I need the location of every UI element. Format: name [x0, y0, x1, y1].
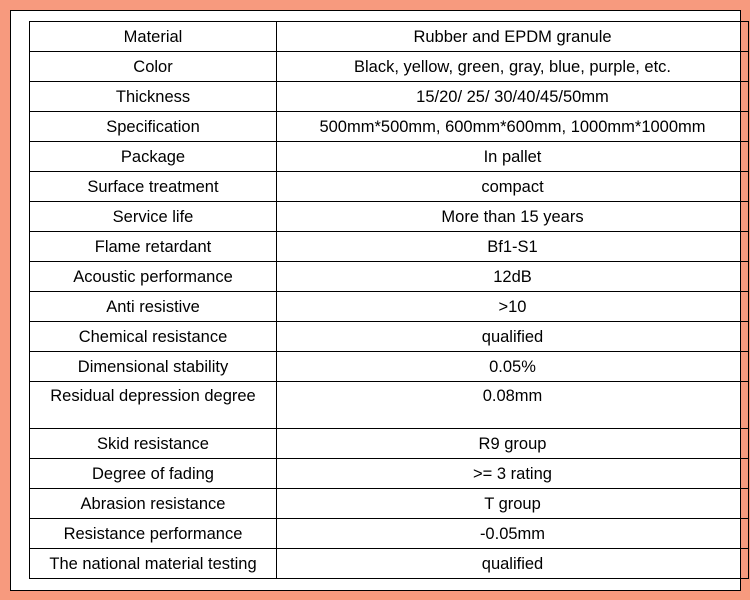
- table-row: Package In pallet: [29, 141, 749, 172]
- table-row: Degree of fading >= 3 rating: [29, 458, 749, 489]
- row-value: Bf1-S1: [276, 231, 749, 262]
- table-row: Dimensional stability 0.05%: [29, 351, 749, 382]
- table-row: Acoustic performance 12dB: [29, 261, 749, 292]
- row-label: Package: [29, 141, 277, 172]
- row-value: 15/20/ 25/ 30/40/45/50mm: [276, 81, 749, 112]
- row-label: Degree of fading: [29, 458, 277, 489]
- row-label: Surface treatment: [29, 171, 277, 202]
- table-row: Abrasion resistance T group: [29, 488, 749, 519]
- row-value: More than 15 years: [276, 201, 749, 232]
- row-label: The national material testing: [29, 548, 277, 579]
- row-value: >10: [276, 291, 749, 322]
- row-label: Anti resistive: [29, 291, 277, 322]
- table-row: Anti resistive >10: [29, 291, 749, 322]
- row-value: 12dB: [276, 261, 749, 292]
- table-row: Service life More than 15 years: [29, 201, 749, 232]
- table-row: Thickness 15/20/ 25/ 30/40/45/50mm: [29, 81, 749, 112]
- row-value: qualified: [276, 321, 749, 352]
- spec-table-body: Material Rubber and EPDM granule Color B…: [29, 21, 749, 579]
- row-value: 0.05%: [276, 351, 749, 382]
- row-value: R9 group: [276, 428, 749, 459]
- row-label: Specification: [29, 111, 277, 142]
- row-label: Thickness: [29, 81, 277, 112]
- row-value: >= 3 rating: [276, 458, 749, 489]
- row-label: Dimensional stability: [29, 351, 277, 382]
- row-value: T group: [276, 488, 749, 519]
- row-label: Color: [29, 51, 277, 82]
- row-value: 500mm*500mm, 600mm*600mm, 1000mm*1000mm: [276, 111, 749, 142]
- spec-sheet: Material Rubber and EPDM granule Color B…: [10, 10, 749, 591]
- row-label: Chemical resistance: [29, 321, 277, 352]
- table-row: Flame retardant Bf1-S1: [29, 231, 749, 262]
- row-label: Abrasion resistance: [29, 488, 277, 519]
- table-row: Residual depression degree 0.08mm: [29, 381, 749, 429]
- table-row: Surface treatment compact: [29, 171, 749, 202]
- row-label: Resistance performance: [29, 518, 277, 549]
- table-row: The national material testing qualified: [29, 548, 749, 579]
- row-value: -0.05mm: [276, 518, 749, 549]
- row-label: Material: [29, 21, 277, 52]
- row-value: 0.08mm: [276, 381, 749, 429]
- row-value: compact: [276, 171, 749, 202]
- spec-table: Material Rubber and EPDM granule Color B…: [29, 21, 749, 579]
- table-row: Specification 500mm*500mm, 600mm*600mm, …: [29, 111, 749, 142]
- table-row: Material Rubber and EPDM granule: [29, 21, 749, 52]
- row-label: Residual depression degree: [29, 381, 277, 429]
- row-value: Rubber and EPDM granule: [276, 21, 749, 52]
- row-label: Skid resistance: [29, 428, 277, 459]
- row-value: In pallet: [276, 141, 749, 172]
- table-row: Color Black, yellow, green, gray, blue, …: [29, 51, 749, 82]
- row-label: Flame retardant: [29, 231, 277, 262]
- row-label: Acoustic performance: [29, 261, 277, 292]
- row-value: Black, yellow, green, gray, blue, purple…: [276, 51, 749, 82]
- table-row: Chemical resistance qualified: [29, 321, 749, 352]
- table-row: Skid resistance R9 group: [29, 428, 749, 459]
- row-value: qualified: [276, 548, 749, 579]
- row-label: Service life: [29, 201, 277, 232]
- table-row: Resistance performance -0.05mm: [29, 518, 749, 549]
